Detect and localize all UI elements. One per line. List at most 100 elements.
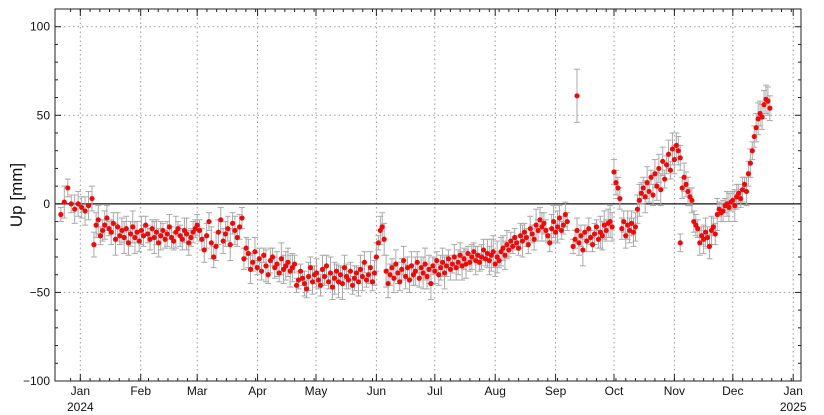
axis-ticks bbox=[55, 8, 802, 382]
data-point bbox=[331, 275, 338, 281]
data-point bbox=[355, 279, 362, 285]
data-point bbox=[537, 217, 543, 223]
data-point bbox=[554, 224, 561, 230]
data-point bbox=[211, 254, 217, 260]
data-point bbox=[345, 277, 352, 283]
data-point bbox=[416, 275, 422, 281]
data-point bbox=[371, 270, 378, 276]
data-point bbox=[535, 227, 541, 234]
data-point bbox=[104, 215, 110, 221]
data-point bbox=[397, 279, 403, 285]
data-point bbox=[156, 240, 162, 246]
data-point bbox=[201, 247, 207, 253]
data-point bbox=[683, 181, 689, 187]
data-point bbox=[449, 261, 455, 267]
data-point bbox=[720, 208, 726, 214]
data-point bbox=[160, 227, 166, 234]
data-point bbox=[492, 261, 498, 267]
data-point bbox=[471, 249, 477, 255]
x-tick-label: Jul bbox=[427, 384, 442, 398]
data-point bbox=[529, 231, 535, 237]
data-point bbox=[323, 263, 330, 269]
data-point bbox=[669, 146, 676, 152]
y-tick-label: 100 bbox=[30, 20, 50, 34]
data-point bbox=[389, 265, 395, 271]
data-point bbox=[574, 227, 580, 234]
data-point bbox=[549, 226, 555, 232]
data-point bbox=[634, 206, 640, 212]
data-point bbox=[578, 233, 584, 239]
data-point bbox=[525, 242, 531, 248]
data-point bbox=[245, 250, 251, 257]
data-point bbox=[132, 234, 138, 241]
data-point bbox=[134, 229, 140, 235]
data-point bbox=[125, 240, 132, 246]
data-point bbox=[685, 188, 691, 195]
y-axis-title: Up [mm] bbox=[7, 163, 26, 227]
data-point bbox=[514, 240, 520, 246]
data-point bbox=[671, 156, 677, 163]
data-point bbox=[115, 224, 121, 230]
data-point bbox=[363, 277, 370, 283]
data-point bbox=[515, 245, 522, 251]
data-point bbox=[745, 171, 752, 177]
data-point bbox=[689, 197, 695, 203]
data-point bbox=[445, 256, 452, 262]
data-point bbox=[291, 261, 298, 267]
data-point bbox=[351, 275, 358, 281]
data-point bbox=[317, 282, 324, 288]
data-point bbox=[465, 250, 471, 257]
data-point bbox=[527, 226, 533, 232]
data-point bbox=[484, 250, 491, 257]
data-point bbox=[482, 256, 489, 262]
data-point bbox=[385, 280, 391, 287]
data-point bbox=[478, 254, 485, 260]
data-point bbox=[664, 162, 670, 168]
data-point bbox=[359, 273, 366, 280]
data-point bbox=[510, 243, 516, 249]
data-point bbox=[697, 240, 703, 246]
data-point bbox=[741, 181, 748, 187]
x-tick-label: Feb bbox=[130, 384, 151, 398]
data-point bbox=[650, 192, 656, 198]
data-point bbox=[237, 224, 243, 230]
data-point bbox=[229, 220, 236, 226]
data-point bbox=[457, 252, 463, 258]
data-point bbox=[381, 236, 387, 242]
data-point bbox=[393, 261, 399, 267]
data-point bbox=[72, 206, 78, 212]
data-point bbox=[241, 256, 247, 262]
data-point bbox=[339, 280, 346, 287]
data-point bbox=[611, 169, 617, 175]
data-point bbox=[243, 245, 249, 251]
data-point bbox=[102, 222, 108, 228]
data-point bbox=[406, 277, 413, 283]
data-point bbox=[681, 174, 687, 180]
data-point bbox=[556, 215, 563, 221]
data-point bbox=[58, 211, 64, 218]
data-point bbox=[586, 226, 592, 232]
y-tick-label: 0 bbox=[43, 197, 50, 211]
data-point bbox=[531, 236, 537, 242]
data-point bbox=[164, 231, 170, 237]
data-point bbox=[475, 252, 481, 258]
data-point bbox=[630, 229, 637, 235]
data-point bbox=[151, 234, 157, 241]
data-point bbox=[656, 165, 662, 172]
data-point bbox=[486, 257, 492, 264]
data-point bbox=[218, 217, 224, 223]
data-point bbox=[601, 222, 607, 228]
data-point bbox=[667, 167, 674, 173]
data-point bbox=[701, 236, 707, 242]
data-point bbox=[408, 263, 415, 269]
data-point bbox=[623, 233, 629, 239]
data-point bbox=[477, 259, 483, 265]
data-point bbox=[615, 185, 621, 191]
data-point bbox=[440, 259, 446, 265]
data-point bbox=[196, 227, 203, 234]
x-tick-label: Jan bbox=[784, 384, 803, 398]
data-point bbox=[171, 238, 177, 244]
data-point bbox=[463, 261, 469, 267]
data-point bbox=[447, 266, 453, 272]
data-point bbox=[220, 238, 226, 244]
